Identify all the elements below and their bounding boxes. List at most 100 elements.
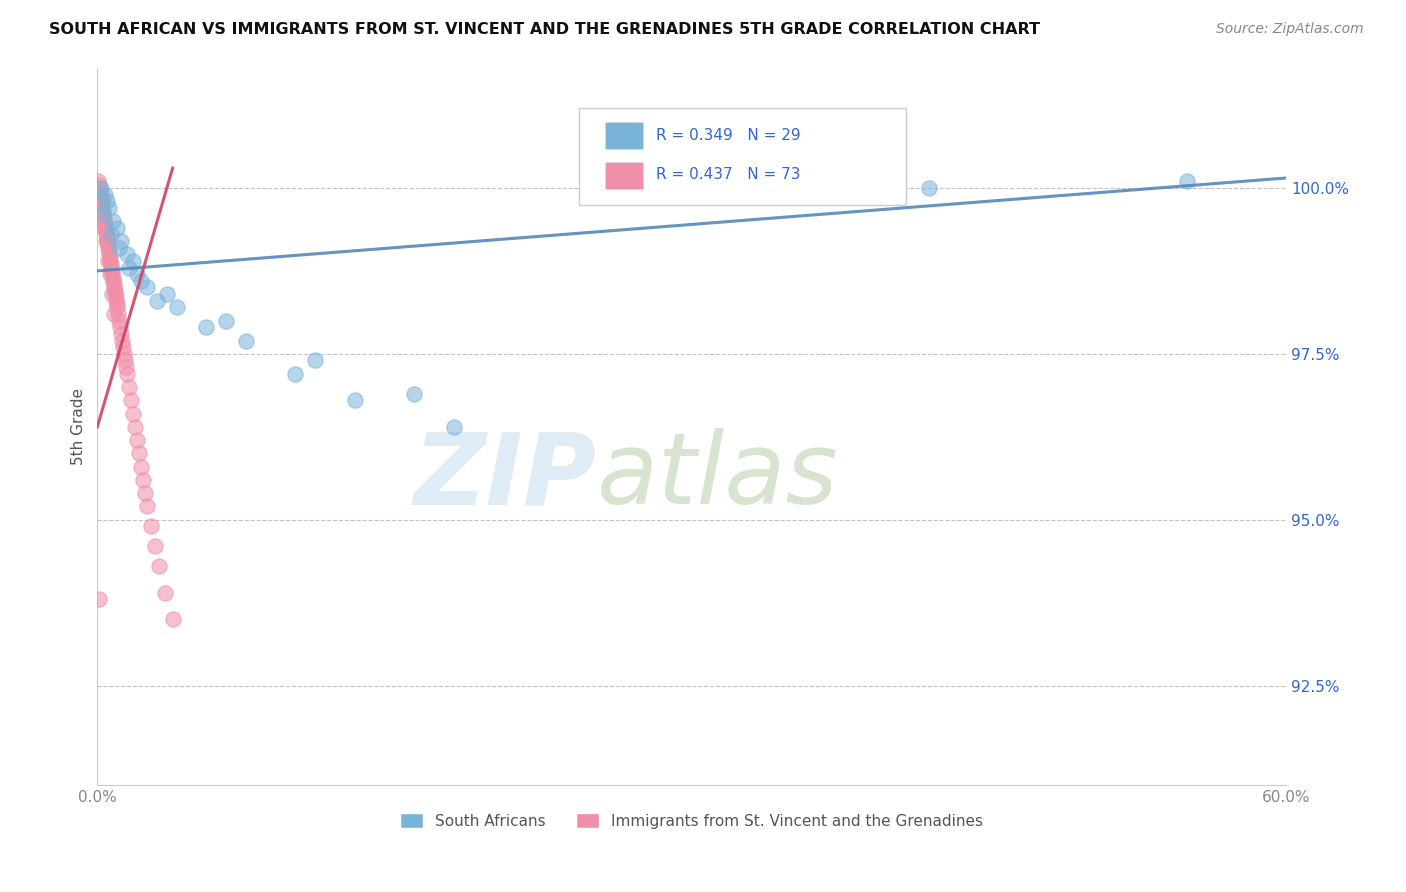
Point	[153, 585, 176, 599]
Point	[93, 211, 115, 225]
Point	[96, 234, 118, 248]
Point	[98, 251, 121, 265]
Point	[124, 419, 146, 434]
Point	[93, 220, 115, 235]
Point	[115, 360, 138, 375]
Point	[108, 241, 131, 255]
Point	[100, 260, 122, 275]
Point	[89, 181, 111, 195]
Point	[129, 459, 152, 474]
Point	[104, 284, 127, 298]
Point	[98, 201, 121, 215]
Text: atlas: atlas	[596, 428, 838, 525]
Legend: South Africans, Immigrants from St. Vincent and the Grenadines: South Africans, Immigrants from St. Vinc…	[394, 806, 990, 835]
Point	[96, 227, 118, 242]
Point	[103, 280, 125, 294]
Point	[98, 267, 121, 281]
Point	[105, 301, 128, 315]
Point	[101, 287, 124, 301]
Bar	[605, 122, 643, 150]
Text: SOUTH AFRICAN VS IMMIGRANTS FROM ST. VINCENT AND THE GRENADINES 5TH GRADE CORREL: SOUTH AFRICAN VS IMMIGRANTS FROM ST. VIN…	[49, 22, 1040, 37]
Point	[135, 500, 157, 514]
Point	[110, 326, 132, 341]
Point	[118, 260, 141, 275]
Point	[108, 320, 131, 334]
Point	[343, 393, 366, 408]
Point	[156, 287, 179, 301]
Point	[128, 446, 150, 460]
Point	[87, 178, 110, 192]
Point	[91, 201, 114, 215]
Point	[404, 386, 426, 401]
Point	[94, 224, 117, 238]
Point	[162, 612, 184, 626]
Point	[134, 486, 156, 500]
Point	[93, 214, 115, 228]
Point	[166, 301, 188, 315]
Point	[90, 194, 112, 209]
Point	[94, 220, 117, 235]
Point	[111, 334, 134, 348]
Point	[96, 234, 118, 248]
Point	[235, 334, 257, 348]
Point	[89, 184, 111, 198]
Point	[97, 237, 120, 252]
Point	[98, 247, 121, 261]
Point	[115, 367, 138, 381]
Point	[91, 204, 114, 219]
Point	[104, 290, 127, 304]
Point	[125, 267, 148, 281]
Point	[94, 187, 117, 202]
Point	[918, 181, 941, 195]
Point	[114, 353, 136, 368]
Point	[96, 230, 118, 244]
Point	[122, 407, 145, 421]
FancyBboxPatch shape	[579, 108, 905, 204]
Point	[100, 227, 122, 242]
Point	[215, 313, 238, 327]
Point	[103, 277, 125, 292]
Point	[90, 181, 112, 195]
Text: R = 0.437   N = 73: R = 0.437 N = 73	[657, 167, 800, 182]
Point	[110, 234, 132, 248]
Point	[103, 274, 125, 288]
Point	[100, 264, 122, 278]
Point	[135, 280, 157, 294]
Point	[146, 293, 169, 308]
Point	[195, 320, 218, 334]
Text: R = 0.349   N = 29: R = 0.349 N = 29	[657, 128, 800, 143]
Point	[96, 194, 118, 209]
Point	[97, 254, 120, 268]
Point	[91, 207, 114, 221]
Text: ZIP: ZIP	[413, 428, 596, 525]
Point	[91, 207, 114, 221]
Point	[108, 313, 131, 327]
Point	[89, 187, 111, 202]
Point	[105, 297, 128, 311]
Point	[112, 340, 135, 354]
Point	[103, 307, 125, 321]
Point	[1175, 174, 1198, 188]
Point	[90, 191, 112, 205]
Point	[101, 267, 124, 281]
Point	[89, 592, 111, 607]
Point	[89, 194, 111, 209]
Point	[118, 380, 141, 394]
Point	[90, 197, 112, 211]
Point	[132, 473, 155, 487]
Point	[105, 220, 128, 235]
Bar	[605, 161, 643, 189]
Text: Source: ZipAtlas.com: Source: ZipAtlas.com	[1216, 22, 1364, 37]
Point	[104, 287, 127, 301]
Point	[112, 347, 135, 361]
Point	[91, 207, 114, 221]
Point	[101, 270, 124, 285]
Point	[87, 174, 110, 188]
Point	[139, 519, 162, 533]
Point	[122, 254, 145, 268]
Point	[94, 218, 117, 232]
Y-axis label: 5th Grade: 5th Grade	[72, 388, 86, 466]
Point	[129, 274, 152, 288]
Point	[304, 353, 326, 368]
Point	[125, 433, 148, 447]
